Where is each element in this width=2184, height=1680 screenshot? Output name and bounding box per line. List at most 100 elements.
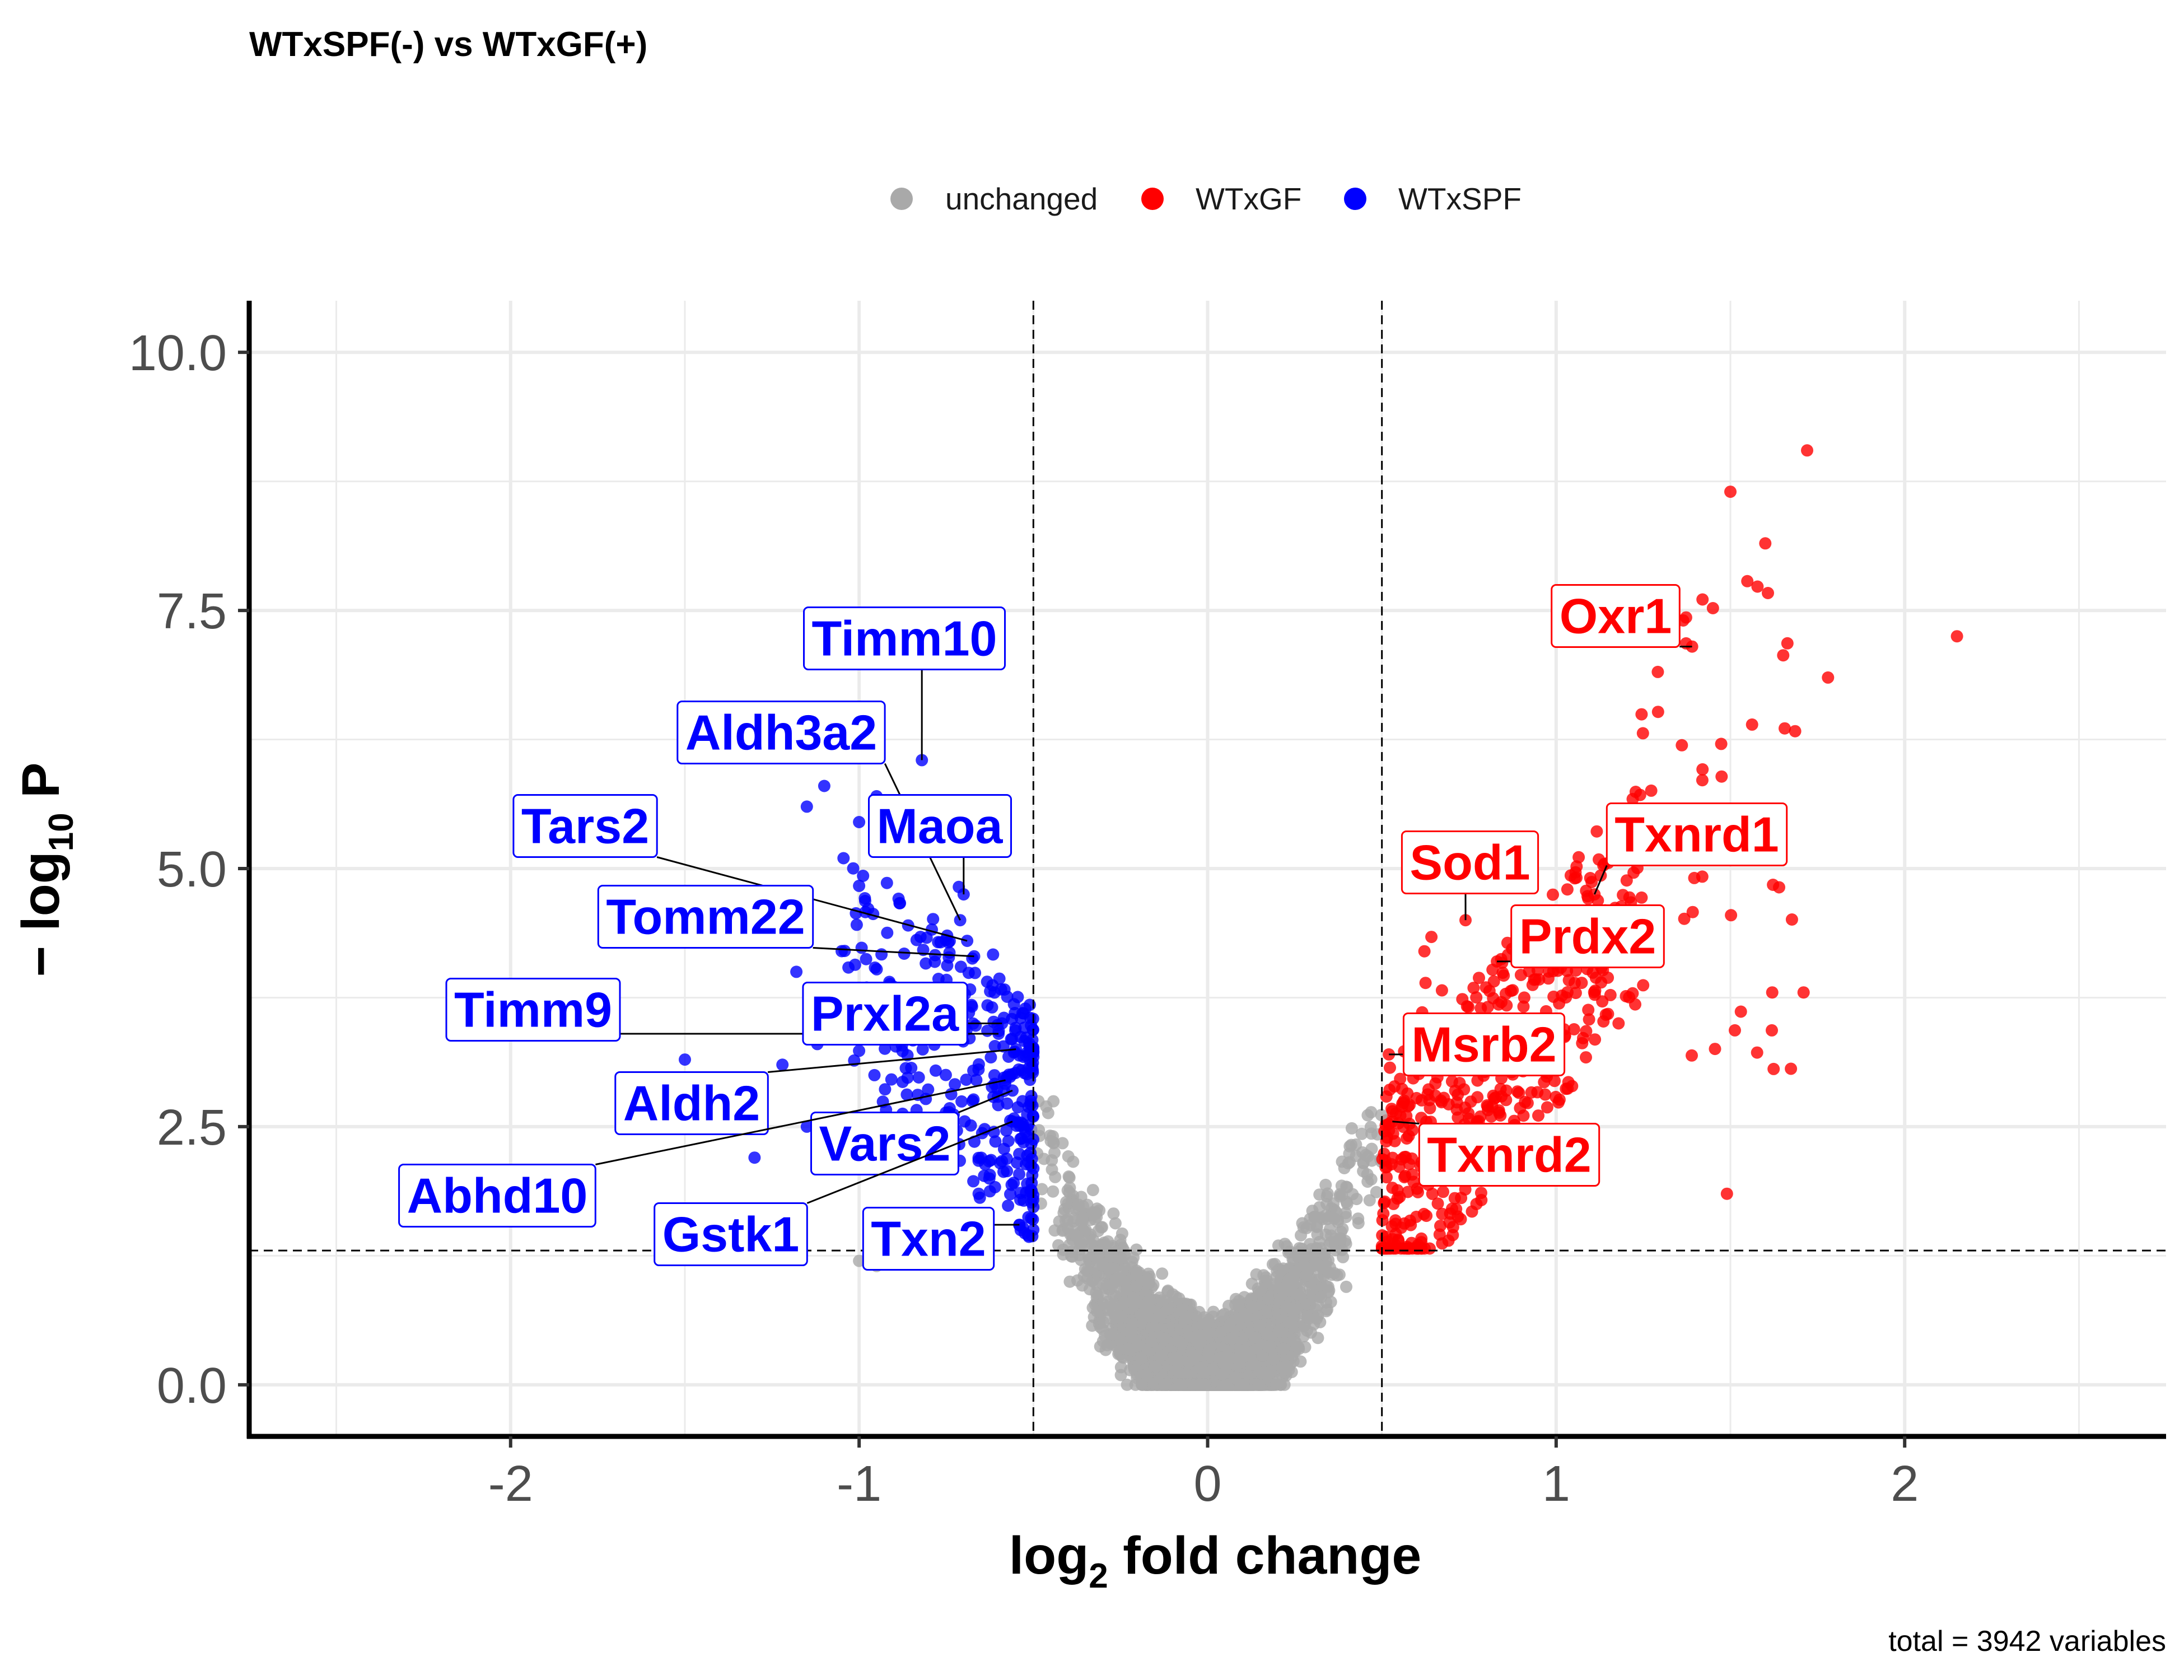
data-point-wtxspf — [896, 1044, 909, 1057]
label-box-msrb2 — [1402, 1012, 1566, 1076]
data-point-wtxspf — [818, 780, 830, 792]
data-point-wtxspf — [966, 1095, 979, 1108]
data-point-wtxgf — [1777, 649, 1790, 662]
data-point-wtxgf — [1686, 640, 1698, 653]
data-point-wtxgf — [1435, 1096, 1448, 1109]
data-point-wtxgf — [1589, 984, 1602, 997]
data-point-wtxgf — [1525, 1086, 1538, 1099]
label-box-tars2 — [512, 794, 658, 858]
data-point-wtxspf — [988, 1040, 1001, 1052]
data-point-wtxgf — [1424, 1102, 1436, 1114]
legend-label-wtxgf: WTxGF — [1196, 181, 1301, 216]
data-point-wtxspf — [901, 1071, 914, 1084]
data-point-wtxspf — [881, 926, 894, 939]
data-point-unchanged — [1070, 1229, 1082, 1242]
data-point-wtxspf — [837, 852, 850, 865]
data-point-unchanged — [1114, 1369, 1127, 1382]
data-point-wtxspf — [790, 965, 803, 978]
y-tick-label: 7.5 — [157, 584, 227, 640]
data-point-wtxgf — [1497, 969, 1510, 982]
data-point-wtxspf — [920, 957, 932, 970]
data-point-wtxspf — [1002, 1200, 1015, 1212]
data-point-unchanged — [1193, 1361, 1206, 1374]
data-point-wtxgf — [1785, 913, 1798, 926]
data-point-wtxgf — [1419, 977, 1432, 990]
data-point-unchanged — [1322, 1266, 1334, 1279]
data-point-wtxgf — [1435, 984, 1448, 997]
data-point-wtxspf — [857, 870, 870, 882]
data-point-wtxspf — [967, 1175, 980, 1188]
data-point-wtxgf — [1453, 1076, 1466, 1089]
label-text-txn2: Txn2 — [871, 1211, 986, 1267]
data-point-wtxgf — [1473, 972, 1485, 984]
data-point-unchanged — [1109, 1217, 1122, 1230]
data-point-wtxgf — [1517, 1000, 1530, 1013]
data-point-unchanged — [1107, 1250, 1120, 1263]
data-point-wtxgf — [1822, 671, 1835, 684]
data-point-wtxspf — [1026, 1109, 1039, 1122]
data-point-unchanged — [853, 1254, 866, 1267]
data-point-wtxspf — [836, 945, 848, 958]
data-point-unchanged — [1060, 1196, 1072, 1208]
label-connector-txnrd1 — [1593, 865, 1608, 895]
gene-label-aldh2: Aldh2 — [614, 1071, 769, 1135]
data-point-unchanged — [1035, 1183, 1048, 1196]
data-point-unchanged — [1152, 1310, 1165, 1323]
data-point-wtxspf — [879, 1083, 892, 1096]
data-point-unchanged — [1086, 1184, 1099, 1197]
data-point-unchanged — [1216, 1309, 1229, 1322]
label-connector-abhd10 — [595, 1079, 1006, 1165]
data-point-unchanged — [1259, 1271, 1272, 1284]
data-point-wtxgf — [1741, 575, 1754, 587]
data-point-unchanged — [1202, 1327, 1215, 1339]
gene-label-txnrd2: Txnrd2 — [1418, 1123, 1600, 1187]
label-box-txnrd1 — [1606, 802, 1788, 866]
data-point-unchanged — [1313, 1188, 1326, 1201]
data-point-wtxspf — [900, 1088, 913, 1101]
data-point-wtxspf — [1022, 1211, 1035, 1224]
x-axis-title: log2 fold change — [1009, 1526, 1421, 1595]
data-point-wtxspf — [970, 1074, 983, 1086]
data-point-wtxspf — [880, 876, 893, 889]
y-axis-title-subscript: 10 — [42, 813, 81, 851]
data-point-wtxspf — [869, 961, 881, 974]
data-point-unchanged — [1096, 1323, 1109, 1336]
y-tick-label: 10.0 — [129, 325, 227, 381]
data-point-wtxgf — [1725, 909, 1738, 922]
data-point-unchanged — [1361, 1168, 1374, 1181]
data-point-unchanged — [1130, 1280, 1143, 1292]
data-point-wtxgf — [1676, 739, 1688, 752]
legend-marker-unchanged — [890, 188, 913, 210]
gene-label-abhd10: Abhd10 — [398, 1164, 596, 1228]
data-point-unchanged — [1087, 1234, 1100, 1247]
data-point-wtxgf — [1637, 979, 1650, 992]
data-point-wtxgf — [1645, 784, 1658, 797]
data-point-unchanged — [1256, 1349, 1269, 1362]
data-point-unchanged — [1096, 1298, 1109, 1310]
data-point-wtxspf — [916, 1043, 929, 1056]
data-point-wtxspf — [1000, 1124, 1012, 1137]
data-point-unchanged — [1229, 1298, 1242, 1311]
data-point-wtxspf — [1010, 1043, 1023, 1056]
data-point-wtxgf — [1593, 853, 1605, 866]
data-point-wtxgf — [1481, 1100, 1494, 1113]
data-point-unchanged — [1038, 1152, 1051, 1165]
data-point-unchanged — [1229, 1371, 1242, 1384]
data-point-unchanged — [1241, 1310, 1254, 1323]
data-point-wtxgf — [1651, 665, 1664, 678]
data-point-wtxgf — [1550, 1090, 1562, 1103]
data-point-wtxgf — [1766, 1024, 1778, 1037]
data-point-wtxspf — [927, 913, 940, 926]
label-text-txnrd1: Txnrd1 — [1614, 807, 1779, 862]
data-point-unchanged — [1033, 1124, 1046, 1137]
data-point-unchanged — [1245, 1300, 1258, 1313]
data-point-unchanged — [1270, 1378, 1282, 1391]
data-point-wtxgf — [1686, 1049, 1698, 1062]
data-point-wtxgf — [1561, 1082, 1574, 1095]
data-point-wtxspf — [958, 1115, 971, 1128]
label-box-aldh3a2 — [676, 701, 886, 764]
data-point-wtxgf — [1580, 1051, 1592, 1064]
data-point-wtxgf — [1514, 969, 1527, 981]
data-point-unchanged — [1076, 1213, 1089, 1226]
axes: -2 -1 0 1 2 0.0 2.5 5.0 7.5 10.0 — [129, 301, 2166, 1512]
